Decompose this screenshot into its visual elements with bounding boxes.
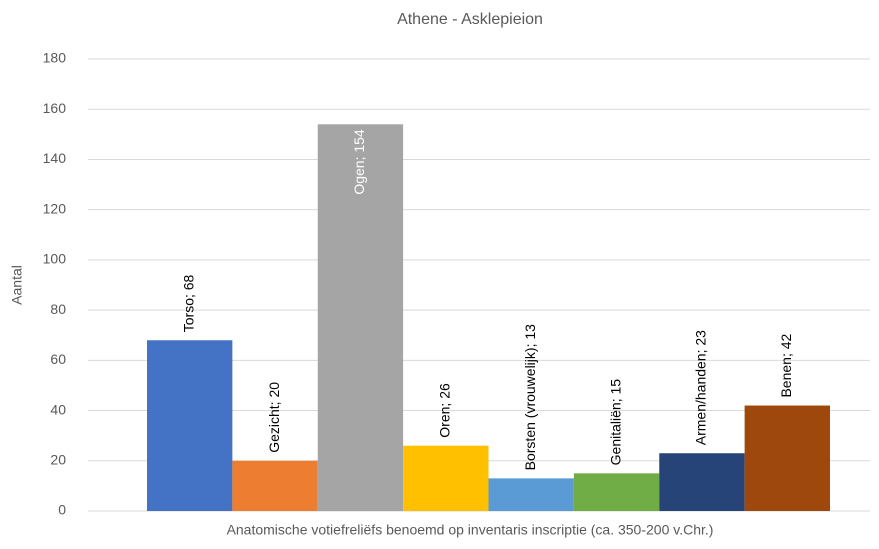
- data-label: Oren; 26: [437, 383, 453, 438]
- data-label: Ogen; 154: [351, 129, 367, 195]
- y-tick-label: 140: [43, 150, 67, 166]
- y-tick-label: 160: [43, 100, 67, 116]
- data-label: Benen; 42: [778, 333, 794, 397]
- bar: [659, 453, 745, 511]
- data-label: Borsten (vrouwelijk); 13: [522, 324, 538, 470]
- data-label: Genitaliën; 15: [607, 379, 623, 466]
- y-tick-label: 0: [58, 502, 66, 518]
- bar: [317, 124, 404, 512]
- data-label: Armen/handen; 23: [693, 330, 709, 445]
- y-tick-label: 120: [43, 200, 67, 216]
- bar: [147, 340, 233, 511]
- bar: [232, 460, 318, 511]
- y-tick-label: 40: [50, 401, 66, 417]
- data-label: Gezicht; 20: [266, 382, 282, 453]
- y-tick-label: 80: [50, 301, 66, 317]
- bar: [403, 445, 489, 511]
- y-tick-label: 20: [50, 451, 66, 467]
- data-label: Torso; 68: [180, 274, 196, 332]
- bar: [488, 478, 574, 511]
- x-axis-title: Anatomische votiefreliëfs benoemd op inv…: [227, 522, 714, 538]
- bar: [744, 405, 830, 511]
- chart-title: Athene - Asklepieion: [397, 11, 543, 28]
- y-tick-label: 180: [43, 50, 67, 66]
- bar: [573, 473, 660, 511]
- y-tick-label: 100: [43, 251, 67, 267]
- y-tick-label: 60: [50, 351, 66, 367]
- y-axis-title: Aantal: [9, 265, 25, 305]
